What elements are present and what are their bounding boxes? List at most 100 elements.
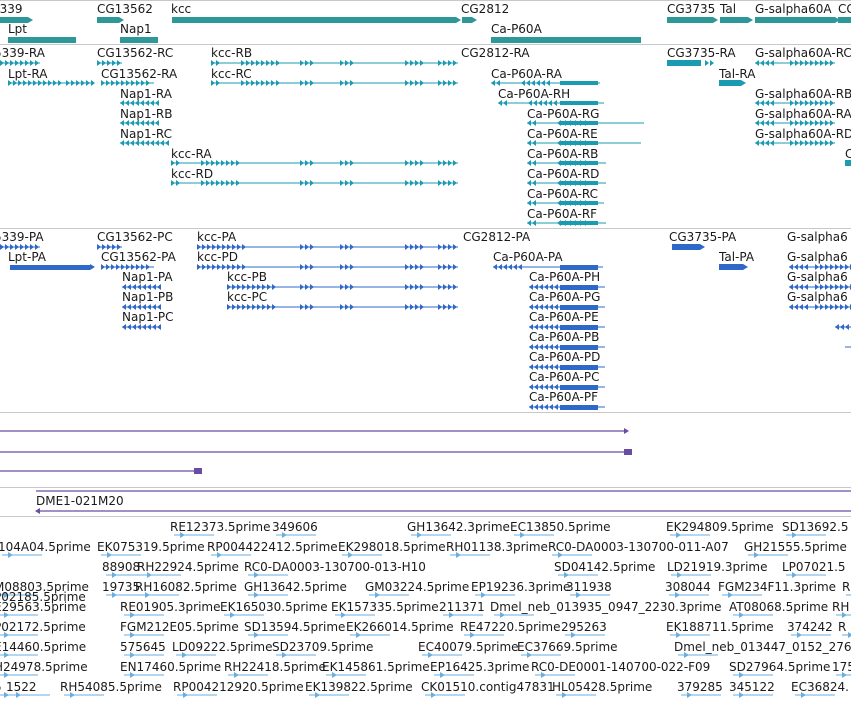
exon-block[interactable] [560, 221, 598, 225]
protein-label[interactable]: G-salpha6 [787, 230, 848, 244]
protein-label[interactable]: G-salpha6 [787, 290, 848, 304]
est-label[interactable]: FGM212E05.5prime [120, 620, 239, 634]
est-label[interactable]: RH22924.5prime [137, 560, 239, 574]
est-label[interactable]: EK165030.5prime [220, 600, 328, 614]
est-label[interactable]: LP07021.5 [782, 560, 846, 574]
gene-label[interactable]: Lpt [8, 22, 28, 36]
est-label[interactable]: 308044 [665, 580, 711, 594]
est-label[interactable]: 1522 [6, 680, 37, 694]
protein-label[interactable]: Ca-P60A-PA [493, 250, 563, 264]
transcript-label[interactable]: Ca-P60A-RG [527, 107, 600, 121]
protein-label[interactable]: Ca-P60A-PC [529, 370, 600, 384]
est-label[interactable]: H24978.5prime [0, 660, 88, 674]
gene-label[interactable]: 5339 [0, 2, 23, 16]
est-label[interactable]: RH01138.3prime [446, 540, 548, 554]
protein-label[interactable]: Tal-PA [719, 250, 755, 264]
transcript-label[interactable]: kcc-RC [211, 67, 252, 81]
exon-block[interactable] [560, 101, 598, 105]
est-label[interactable]: SD04142.5prime [554, 560, 656, 574]
transcript-label[interactable]: G-salpha60A-RA [755, 107, 851, 121]
exon-block[interactable] [719, 264, 743, 270]
transcript-label[interactable]: kcc-RA [171, 147, 212, 161]
clone-end[interactable] [624, 449, 632, 455]
protein-label[interactable]: Ca-P60A-PE [529, 310, 599, 324]
exon-block[interactable] [560, 265, 598, 270]
est-label[interactable]: Dmel_neb_013935_0947_2230.3prime [490, 600, 722, 614]
transcript-label[interactable]: kcc-RD [171, 167, 214, 181]
gene-block[interactable] [97, 17, 119, 23]
protein-label[interactable]: Ca-P60A-PB [529, 330, 600, 344]
gene-block[interactable] [720, 17, 748, 23]
protein-label[interactable]: Nap1-PC [122, 310, 174, 324]
est-label[interactable]: AT08068.5prime [729, 600, 829, 614]
est-label[interactable]: EC37669.5prime [517, 640, 618, 654]
exon-block[interactable] [560, 121, 598, 125]
transcript-label[interactable]: Ca-P60A-RE [527, 127, 598, 141]
exon-block[interactable] [560, 141, 598, 145]
est-label[interactable]: RE47220.5prime [460, 620, 561, 634]
est-label[interactable]: E14460.5prime [0, 640, 87, 654]
est-label[interactable]: EK298018.5prime [338, 540, 446, 554]
protein-label[interactable]: kcc-PA [197, 230, 237, 244]
gene-label[interactable]: CG [838, 2, 851, 16]
protein-label[interactable]: kcc-PB [227, 270, 267, 284]
exon-block[interactable] [560, 325, 598, 330]
exon-block[interactable] [845, 160, 851, 166]
clone-label[interactable]: DME1-021M20 [36, 494, 124, 508]
est-label[interactable]: EK157335.5prime [331, 600, 439, 614]
est-label[interactable]: RE12373.5prime [170, 520, 271, 534]
est-label[interactable]: GH21555.5prime [744, 540, 847, 554]
est-label[interactable]: RC0-DA0003-130700-013-H10 [244, 560, 426, 574]
transcript-label[interactable]: CG13562-RC [97, 46, 174, 60]
exon-block[interactable] [719, 80, 741, 86]
est-label[interactable]: SD23709.5prime [272, 640, 374, 654]
transcript-label[interactable]: Nap1-RB [120, 107, 173, 121]
exon-block[interactable] [560, 345, 598, 350]
est-label[interactable]: RP004212920.5prime [173, 680, 304, 694]
est-label[interactable]: RH54085.5prime [60, 680, 162, 694]
exon-block[interactable] [10, 265, 90, 270]
protein-label[interactable]: CG13562-PA [101, 250, 176, 264]
est-label[interactable]: 575645 [120, 640, 166, 654]
protein-label[interactable]: G-salpha6 [787, 250, 848, 264]
exon-block[interactable] [560, 181, 598, 185]
est-label[interactable]: EK075319.5prime [97, 540, 205, 554]
transcript-label[interactable]: G-salpha60A-RB [755, 87, 851, 101]
est-label[interactable]: EC40079.5prime [418, 640, 519, 654]
est-label[interactable]: GH13642.5prime [244, 580, 347, 594]
protein-label[interactable]: G-salpha6 [787, 270, 848, 284]
est-label[interactable]: SD13594.5prime [244, 620, 346, 634]
est-label[interactable]: EK145861.5prime [322, 660, 430, 674]
gene-label[interactable]: Nap1 [120, 22, 152, 36]
est-label[interactable]: SD27964.5prime [729, 660, 831, 674]
est-label[interactable]: 374242 [787, 620, 833, 634]
exon-block[interactable] [560, 365, 598, 370]
est-label[interactable]: 175 [832, 660, 851, 674]
est-label[interactable]: LD09222.5prime [172, 640, 273, 654]
est-label[interactable]: RC0-DA0003-130700-011-A07 [548, 540, 729, 554]
exon-block[interactable] [560, 305, 598, 310]
transcript-label[interactable]: Lpt-RA [8, 67, 48, 81]
transcript-label[interactable]: Tal-RA [719, 67, 756, 81]
est-label[interactable]: 345122 [729, 680, 775, 694]
transcript-label[interactable]: 5339-RA [0, 46, 45, 60]
gene-block[interactable] [120, 37, 158, 43]
gene-label[interactable]: Ca-P60A [491, 22, 542, 36]
est-label[interactable]: EK266014.5prime [346, 620, 454, 634]
est-label[interactable]: EC36824. [791, 680, 849, 694]
transcript-label[interactable]: kcc-RB [211, 46, 253, 60]
protein-label[interactable]: Lpt-PA [8, 250, 47, 264]
exon-block[interactable] [560, 161, 598, 165]
clone-end[interactable] [194, 468, 202, 474]
exon-block[interactable] [667, 60, 701, 66]
gene-block[interactable] [491, 37, 641, 43]
gene-label[interactable]: Tal [720, 2, 737, 16]
exon-block[interactable] [560, 201, 598, 205]
est-label[interactable]: SD13692.5 [782, 520, 849, 534]
est-label[interactable]: 211371 [439, 600, 485, 614]
transcript-label[interactable]: CG13562-RA [101, 67, 178, 81]
est-label[interactable]: 379285 [677, 680, 723, 694]
transcript-label[interactable]: CG3735-RA [667, 46, 736, 60]
protein-label[interactable]: Ca-P60A-PH [529, 270, 601, 284]
est-label[interactable]: RP004422412.5prime [207, 540, 338, 554]
